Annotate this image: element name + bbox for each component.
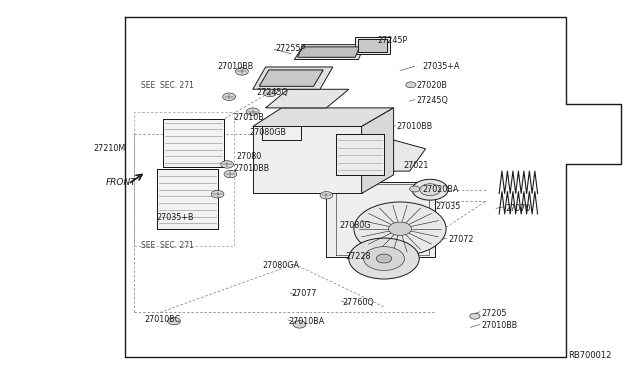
Text: 27010BB: 27010BB [397,122,433,131]
Text: 27010BB: 27010BB [218,62,254,71]
Polygon shape [253,67,333,89]
Text: 27245Q: 27245Q [256,89,288,97]
Text: 27021: 27021 [403,161,429,170]
Circle shape [223,93,236,100]
Circle shape [236,68,248,75]
Polygon shape [262,126,301,140]
Polygon shape [336,134,384,175]
Text: 27010BB: 27010BB [234,164,270,173]
Circle shape [354,202,446,256]
Text: 27245P: 27245P [378,36,408,45]
Circle shape [293,321,306,328]
Circle shape [211,190,224,198]
Circle shape [412,179,448,200]
Polygon shape [298,47,360,57]
Text: 27010BB: 27010BB [481,321,518,330]
Text: 27080GB: 27080GB [250,128,287,137]
Text: SEE  SEC. 271: SEE SEC. 271 [141,241,194,250]
Text: 27020B: 27020B [416,81,447,90]
Text: 27010BC: 27010BC [144,315,180,324]
Text: 27035: 27035 [435,202,461,211]
Text: 27010BA: 27010BA [288,317,324,326]
Text: 27072: 27072 [448,235,474,244]
Text: 27255P: 27255P [275,44,305,53]
Text: FRONT: FRONT [106,178,136,187]
Polygon shape [355,37,390,54]
Text: 27760Q: 27760Q [342,298,374,307]
Text: 27080GA: 27080GA [262,262,300,270]
Text: 27020BA: 27020BA [422,185,459,194]
Text: 27228: 27228 [346,252,371,261]
Polygon shape [294,45,365,60]
Text: SEE  SEC. 271: SEE SEC. 271 [141,81,194,90]
Circle shape [264,89,276,97]
Circle shape [349,238,419,279]
Circle shape [246,108,259,115]
Polygon shape [266,89,349,108]
Circle shape [221,161,234,168]
Polygon shape [339,134,426,171]
Text: 27077: 27077 [291,289,317,298]
Text: 27205: 27205 [481,309,507,318]
Text: 27245Q: 27245Q [416,96,448,105]
Text: 27080: 27080 [237,152,262,161]
Circle shape [320,192,333,199]
Text: 27210M: 27210M [93,144,125,153]
Circle shape [388,222,412,235]
Circle shape [406,82,416,88]
Polygon shape [259,70,323,86]
Text: RB700012: RB700012 [568,351,611,360]
Text: 27035+B: 27035+B [157,213,195,222]
Text: 27070: 27070 [506,204,531,213]
Circle shape [410,186,420,192]
Text: 27010B: 27010B [234,113,264,122]
Circle shape [224,170,237,178]
Circle shape [364,247,404,270]
Polygon shape [358,39,387,52]
Circle shape [470,313,480,319]
Polygon shape [326,182,435,257]
Polygon shape [157,169,218,229]
Polygon shape [253,108,394,126]
Circle shape [168,317,180,325]
Text: 27035+A: 27035+A [422,62,460,71]
Circle shape [376,254,392,263]
Polygon shape [253,126,362,193]
Polygon shape [362,108,394,193]
Polygon shape [163,119,224,167]
Text: 27080G: 27080G [339,221,371,230]
Circle shape [420,184,440,196]
